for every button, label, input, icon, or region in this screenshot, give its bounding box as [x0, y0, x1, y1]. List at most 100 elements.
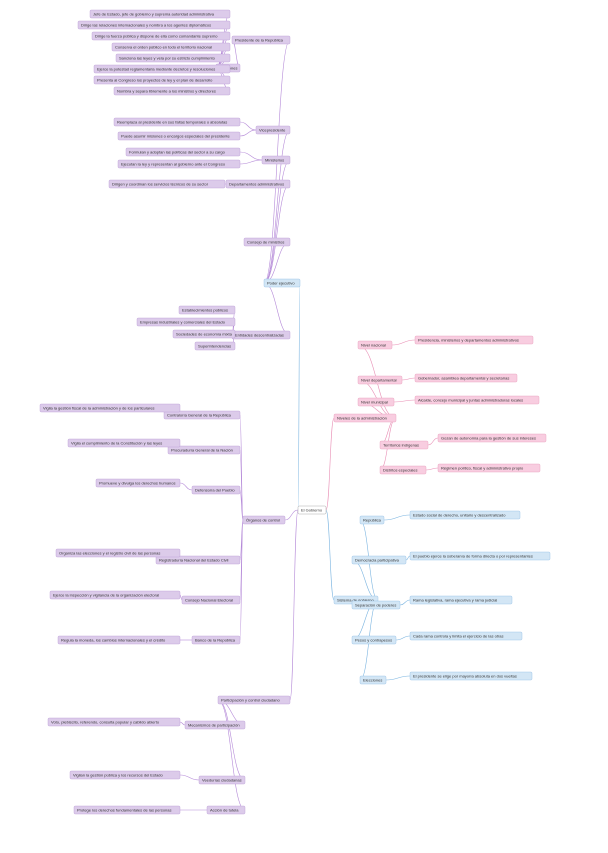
- node-label: Sanciona las leyes y vela por su estrict…: [119, 55, 216, 60]
- node-label: Acción de tutela: [210, 807, 239, 812]
- node-label: Consejo Nacional Electoral: [185, 597, 233, 602]
- node-box: [57, 635, 181, 645]
- node: Separación de poderes: [351, 600, 401, 610]
- node-label: Régimen político, fiscal y administrativ…: [441, 465, 524, 470]
- node-label: Estado social de derecho, unitario y des…: [413, 512, 506, 517]
- connector: [427, 437, 439, 446]
- node-box: [194, 341, 236, 351]
- node-box: [49, 590, 181, 600]
- node-label: Separación de poderes: [355, 602, 396, 607]
- node-label: Nivel departamental: [361, 377, 397, 382]
- node-box: [47, 717, 181, 727]
- node-box: [409, 631, 523, 641]
- node-box: [261, 155, 291, 165]
- node-label: Departamentos administrativos: [229, 181, 284, 186]
- node: Contraloría General de la República: [163, 410, 241, 420]
- node: Ejerce la inspección y vigilancia de la …: [49, 590, 181, 600]
- node: Protege los derechos fundamentales de la…: [73, 805, 181, 815]
- node-box: [409, 510, 521, 520]
- node: Vigilan la gestión pública y los recurso…: [69, 770, 181, 780]
- node: Nombra y separa libremente a los ministr…: [113, 86, 231, 96]
- node: Procuraduría General de la Nación: [167, 445, 241, 455]
- node-box: [184, 720, 246, 730]
- central-topic: El Gobierno: [301, 507, 323, 512]
- node-box: [95, 478, 181, 488]
- node-box: [225, 179, 291, 189]
- connector: [263, 282, 291, 336]
- node-label: Jefe de Estado, jefe de gobierno y supre…: [93, 11, 215, 16]
- node: Mecanismos de participación: [184, 720, 246, 730]
- connector: [179, 482, 193, 491]
- node-box: [108, 179, 226, 189]
- node: El pueblo ejerce la soberanía de forma d…: [409, 551, 551, 561]
- node: Rama legislativa, rama ejecutiva y rama …: [409, 595, 513, 605]
- node: Gobernador, asamblea departamental y sec…: [414, 373, 518, 383]
- connector: [263, 183, 291, 284]
- node-label: Mecanismos de participación: [188, 722, 240, 727]
- node-box: [113, 117, 241, 127]
- node-box: [115, 53, 231, 63]
- node-box: [409, 595, 513, 605]
- node-box: [409, 671, 533, 681]
- node-label: Territorios indígenas: [383, 442, 419, 447]
- node-box: [242, 515, 286, 525]
- node-label: Veedurías ciudadanas: [202, 777, 242, 782]
- node-box: [111, 42, 231, 52]
- node-label: Dirige las relaciones internacionales y …: [81, 22, 211, 27]
- node-box: [73, 805, 181, 815]
- node-label: Empresas industriales y comerciales del …: [140, 319, 226, 324]
- node-label: Alcalde, concejo municipal y juntas admi…: [418, 397, 523, 402]
- node: Nivel municipal: [357, 397, 395, 407]
- node: Reemplaza al presidente en sus faltas te…: [113, 117, 241, 127]
- connector: [179, 594, 183, 601]
- node: Ejecutan la ley y representan al gobiern…: [117, 159, 241, 169]
- node-label: Sistema de gobierno: [337, 597, 374, 602]
- node: Consejo de ministros: [243, 237, 291, 247]
- connector: [395, 635, 411, 641]
- node-box: [206, 805, 246, 815]
- node: Presenta al Congreso los proyectos de le…: [93, 75, 231, 85]
- node-label: Establecimientos públicos: [182, 307, 228, 312]
- node-label: Poder ejecutivo: [267, 280, 295, 285]
- node-label: El presidente se elige por mayoría absol…: [413, 673, 517, 678]
- node: Distritos especiales: [379, 465, 427, 475]
- connector: [239, 489, 244, 521]
- node-label: Defensoría del Pueblo: [195, 487, 235, 492]
- node: República: [359, 515, 385, 525]
- node-box: [39, 403, 181, 413]
- node-box: [178, 305, 236, 315]
- node: Estado social de derecho, unitario y des…: [409, 510, 521, 520]
- connector: [239, 151, 263, 161]
- node-box: [155, 555, 241, 565]
- node-box: [167, 445, 241, 455]
- connector: [325, 417, 335, 511]
- node-box: [67, 438, 181, 448]
- node-label: Dirige la fuerza pública y dispone de el…: [95, 33, 218, 38]
- node-label: Reemplaza al presidente en sus faltas te…: [117, 119, 227, 124]
- node-label: Nivel municipal: [361, 399, 388, 404]
- node-label: Vigila el cumplimiento de la Constitució…: [71, 440, 162, 445]
- node: El presidente se elige por mayoría absol…: [409, 671, 533, 681]
- connector: [385, 675, 411, 681]
- node-box: [125, 147, 241, 157]
- node-label: Niveles de la administración: [337, 415, 387, 420]
- node-label: Nivel nacional: [361, 342, 386, 347]
- node-box: [69, 770, 181, 780]
- node-label: Promueve y divulga los derechos humanos: [99, 480, 176, 485]
- node: Superintendencias: [194, 341, 236, 351]
- node: Democracia participativa: [351, 555, 407, 565]
- node-label: Contraloría General de la República: [167, 412, 232, 417]
- node-box: [172, 329, 236, 339]
- node: Presidente de la República: [231, 35, 291, 45]
- node-box: [357, 340, 393, 350]
- node: Órganos de control: [242, 515, 286, 525]
- node: Dirige la fuerza pública y dispone de el…: [91, 31, 231, 41]
- node: Ejerce la potestad reglamentaria mediant…: [93, 64, 231, 74]
- node-box: [379, 440, 429, 450]
- node-label: Procuraduría General de la Nación: [171, 447, 233, 452]
- connector: [297, 282, 301, 511]
- node: Cada rama controla y limita el ejercicio…: [409, 631, 523, 641]
- node: Régimen político, fiscal y administrativ…: [437, 463, 541, 473]
- node-label: República: [363, 517, 382, 522]
